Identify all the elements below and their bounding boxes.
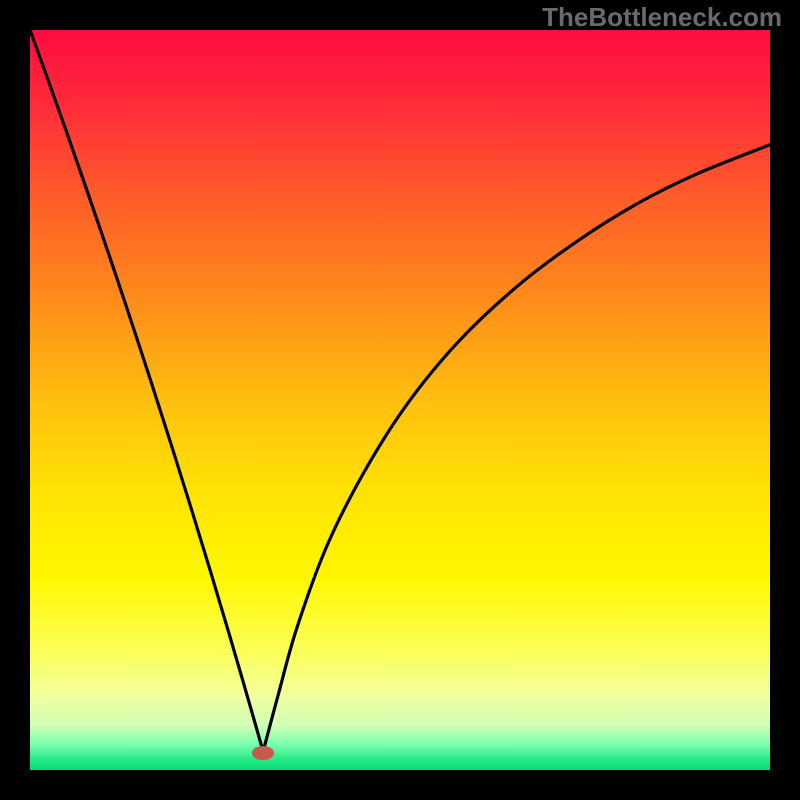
plot-area: [30, 30, 770, 770]
watermark-text: TheBottleneck.com: [542, 2, 782, 33]
curve-path: [30, 30, 770, 752]
bottleneck-curve: [30, 30, 770, 770]
minimum-marker: [252, 746, 274, 759]
chart-frame: TheBottleneck.com: [0, 0, 800, 800]
